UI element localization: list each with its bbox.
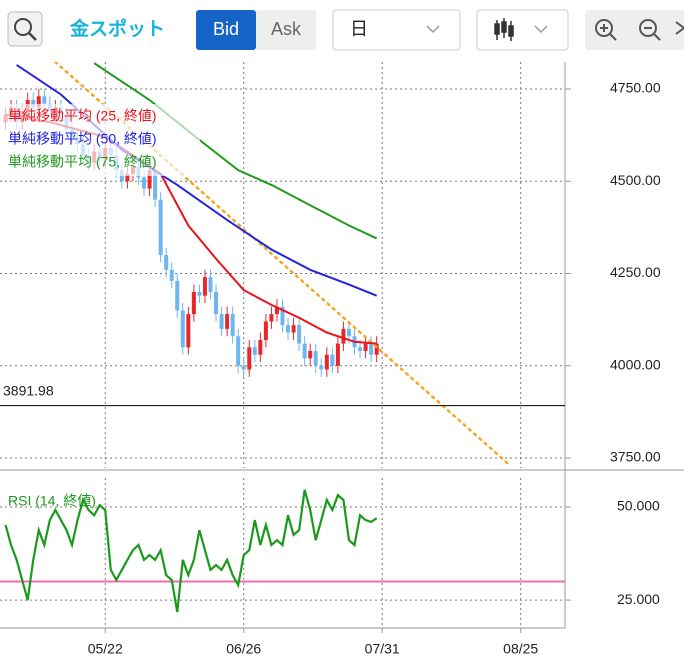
candle-body bbox=[230, 314, 235, 337]
candle-body bbox=[346, 328, 351, 337]
candle-body bbox=[42, 96, 47, 104]
y-tick-label: 25.000 bbox=[617, 591, 660, 607]
candle-body bbox=[291, 325, 296, 333]
candle-body bbox=[319, 365, 324, 370]
legend-entry: 単純移動平均 (75, 終値) bbox=[8, 154, 157, 170]
candle-body bbox=[241, 365, 246, 370]
candle-body bbox=[158, 199, 163, 256]
candle-body bbox=[180, 310, 185, 348]
candle-body bbox=[297, 325, 302, 344]
x-tick-label: 07/31 bbox=[365, 641, 400, 657]
candle-body bbox=[258, 339, 263, 355]
y-tick-label: 4000.00 bbox=[610, 356, 661, 372]
legend-entry: 単純移動平均 (25, 終値) bbox=[8, 108, 157, 124]
symbol[interactable]: 金スポット bbox=[69, 17, 165, 40]
toolbar: 金スポット Bid Ask 日 bbox=[7, 9, 684, 51]
dropdown-arrow bbox=[534, 25, 548, 34]
labels: 3750.00 4000.00 4250.00 4500.00 4750.00 05/22… bbox=[3, 80, 661, 657]
candle-body bbox=[341, 328, 346, 344]
search-icon-handle bbox=[28, 32, 37, 41]
candle-body bbox=[363, 343, 368, 351]
zoom-in[interactable] bbox=[595, 19, 617, 41]
y-tick-label: 3750.00 bbox=[610, 449, 661, 465]
x-tick-label: 06/26 bbox=[226, 641, 261, 657]
rsi-panel bbox=[0, 478, 565, 628]
bid-label: Bid bbox=[213, 19, 239, 39]
search-button[interactable] bbox=[7, 11, 43, 47]
candle-body bbox=[225, 314, 230, 329]
moving-average bbox=[16, 64, 378, 297]
x-tick-label: 08/25 bbox=[503, 641, 538, 657]
legend-entry: 単純移動平均 (50, 終値) bbox=[8, 131, 157, 147]
candle-body bbox=[36, 96, 41, 108]
candle-body bbox=[197, 291, 202, 296]
candle-body bbox=[269, 314, 274, 322]
candle-body bbox=[125, 173, 130, 182]
candle-body bbox=[324, 354, 329, 370]
zoom-out[interactable] bbox=[639, 19, 661, 41]
candle-body bbox=[252, 347, 257, 355]
zoom-group bbox=[585, 10, 684, 50]
candle-body bbox=[280, 306, 285, 326]
ask-button[interactable] bbox=[256, 10, 316, 50]
candle-body bbox=[147, 170, 152, 189]
price-line-label: 3891.98 bbox=[3, 382, 54, 398]
legend-bg bbox=[0, 104, 200, 176]
candle-icon bbox=[494, 18, 514, 41]
candle-body bbox=[142, 177, 147, 189]
candle-body bbox=[153, 170, 158, 200]
x-tick-label: 05/22 bbox=[88, 641, 123, 657]
candle-body bbox=[263, 321, 268, 340]
more-icon[interactable] bbox=[675, 21, 684, 35]
candle-body bbox=[374, 343, 379, 355]
period-dropdown[interactable] bbox=[332, 9, 461, 51]
candle-body bbox=[358, 347, 363, 351]
candle-body bbox=[186, 314, 191, 348]
ask-label: Ask bbox=[271, 19, 302, 39]
rsi-legend: RSI (14, 終値) bbox=[8, 493, 96, 509]
price-panel bbox=[0, 62, 565, 468]
candle-body bbox=[330, 354, 335, 366]
candle-body bbox=[214, 291, 219, 315]
y-tick-label: 50.000 bbox=[617, 498, 660, 514]
candle-body bbox=[219, 314, 224, 329]
y-tick-label: 4250.00 bbox=[610, 264, 661, 280]
candle-body bbox=[308, 350, 313, 359]
period-label: 日 bbox=[350, 19, 368, 39]
candle-body bbox=[274, 306, 279, 315]
chart-type-dropdown[interactable] bbox=[476, 9, 569, 51]
candle-body bbox=[175, 280, 180, 311]
y-tick-label: 4500.00 bbox=[610, 172, 661, 188]
candle-body bbox=[286, 325, 291, 333]
candle-body bbox=[169, 269, 174, 281]
candle-body bbox=[208, 277, 213, 292]
candle-body bbox=[247, 347, 252, 370]
search-icon bbox=[14, 18, 32, 36]
y-tick-label: 4750.00 bbox=[610, 80, 661, 96]
candle-body bbox=[164, 255, 169, 270]
dropdown-arrow bbox=[426, 25, 440, 34]
candle-body bbox=[335, 343, 340, 366]
candle-body bbox=[313, 350, 318, 366]
candle-body bbox=[191, 291, 196, 315]
candle-body bbox=[236, 336, 241, 366]
bid-button[interactable] bbox=[196, 10, 256, 50]
candle-body bbox=[202, 277, 207, 296]
candle-body bbox=[31, 100, 36, 108]
candle-body bbox=[369, 343, 374, 355]
candle-body bbox=[302, 343, 307, 359]
rsi-line bbox=[4, 489, 378, 613]
